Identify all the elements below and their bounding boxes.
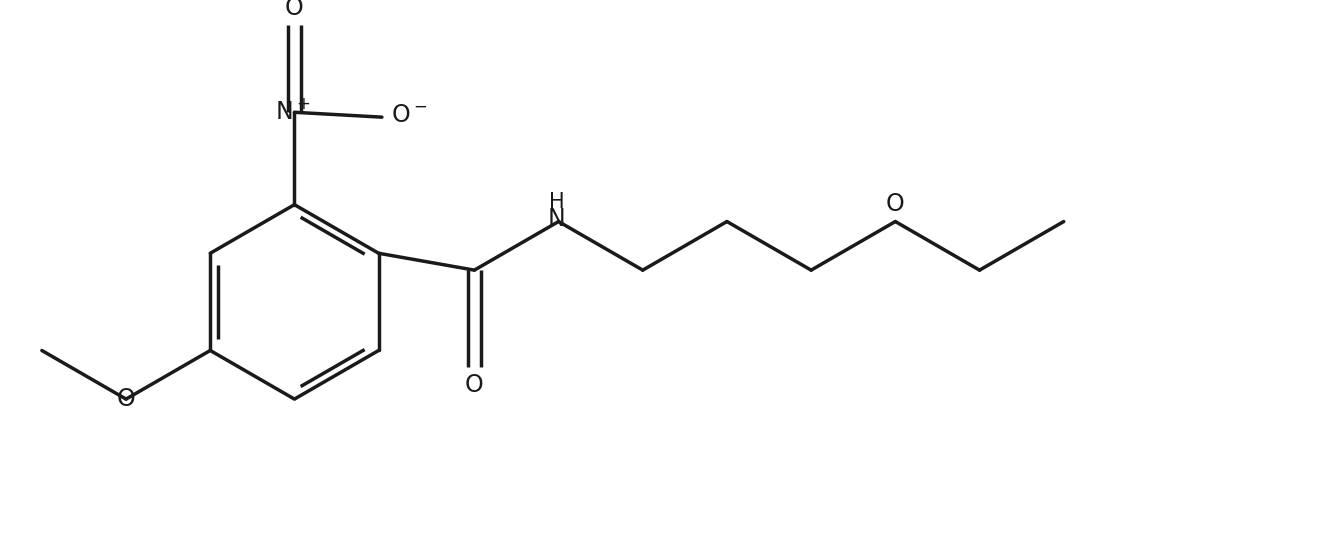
Text: H: H xyxy=(548,192,564,212)
Text: O: O xyxy=(117,387,136,411)
Text: O$^-$: O$^-$ xyxy=(391,103,427,127)
Text: N$^+$: N$^+$ xyxy=(275,99,310,124)
Text: N: N xyxy=(548,206,565,231)
Text: O: O xyxy=(886,192,904,216)
Text: O: O xyxy=(285,0,304,20)
Text: O: O xyxy=(465,373,484,397)
